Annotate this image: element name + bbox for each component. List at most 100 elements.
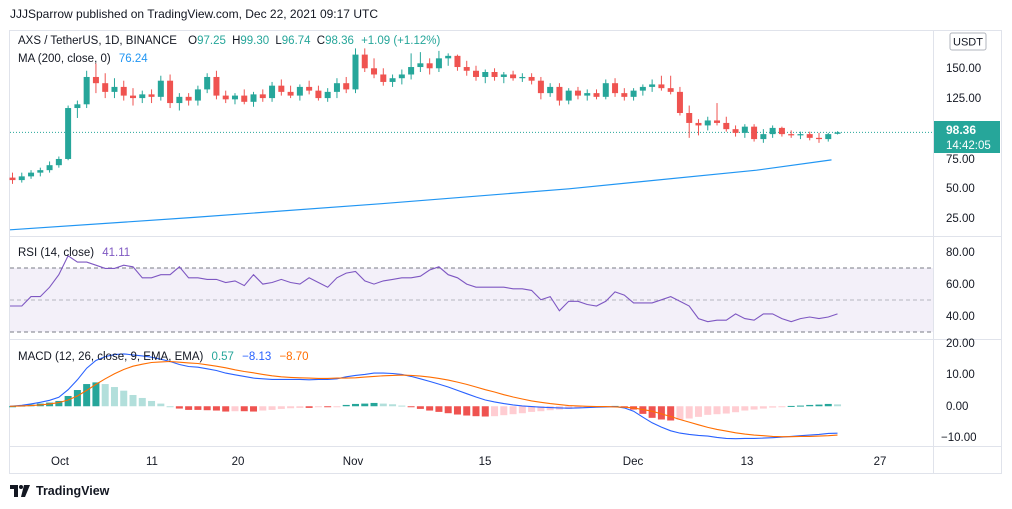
candle-body [28,172,35,177]
tradingview-logo-icon [10,485,30,497]
footer-brand[interactable]: TradingView [10,484,109,498]
macd-histogram-bar [565,406,573,409]
macd-histogram-bar [444,406,452,414]
macd-histogram-bar [750,406,758,410]
candle-body [463,67,470,71]
candle-body [167,80,174,104]
chart-border [9,30,1002,474]
candle-body [139,94,146,99]
candle-body [639,86,646,91]
candle-body [380,74,387,82]
symbol-label: AXS / TetherUS, 1D, BINANCE [18,35,177,47]
candle-body [269,85,276,99]
macd-histogram-bar [101,384,109,407]
candle-body [361,54,368,69]
currency-badge[interactable] [949,32,987,51]
candle-body [537,80,544,94]
candle-body [825,134,832,140]
signal-line [9,360,838,438]
close-value: 98.36 [325,35,354,47]
last-price-value: 98.36 [946,123,976,137]
time-tick-13: 13 [741,456,754,468]
macd-histogram-bar [416,406,424,409]
candle-body [445,55,452,59]
macd-histogram-bar [73,390,81,407]
candle-body [46,165,53,171]
macd-histogram-bar [83,384,91,407]
time-tick-nov: Nov [343,456,364,468]
candle-body [65,108,72,159]
macd-histogram-bar [574,406,582,409]
candle-body [111,86,118,92]
brand-name: TradingView [36,484,110,498]
candle-body [612,83,619,94]
macd-histogram-bar [240,406,248,412]
candle-body [778,127,785,135]
macd-histogram-bar [667,406,675,421]
macd-histogram-bar [815,404,823,407]
macd-histogram-bar [453,406,461,415]
time-tick-20: 20 [232,456,245,468]
candle-body [389,78,396,82]
macd-histogram-bar [481,406,489,417]
macd-histogram-bar [435,406,443,412]
candle-body [371,68,378,75]
macd-histogram-bar [277,406,285,409]
macd-histogram-bar [296,406,304,408]
time-tick-27: 27 [874,456,887,468]
candle-body [695,122,702,126]
macd-histogram-bar [676,406,684,420]
candle-body [676,91,683,113]
candle-body [296,86,303,96]
candle-body [213,76,220,96]
price-tick-25: 25.00 [946,213,975,225]
macd-axis[interactable]: 20.00 10.00 0.00 −10.00 [941,338,977,444]
price-axis[interactable]: 150.00 USDT 150.00 125.00 75.00 50.00 25… [934,32,1000,225]
candle-body [222,95,229,100]
last-price-badge [934,121,1000,153]
time-axis[interactable]: Oct 11 20 Nov 15 Dec 13 27 [51,456,886,468]
low-value: 96.74 [282,35,311,47]
rsi-axis[interactable]: 80.00 60.00 40.00 [946,247,975,323]
macd-histogram-bar [732,406,740,413]
high-value: 99.30 [240,35,269,47]
ma-value: 76.24 [119,53,148,65]
candle-body [602,83,609,97]
candle-body [333,83,340,92]
candle-body [454,55,461,68]
macd-histogram-bar [741,406,749,411]
candle-body [714,120,721,123]
candle-body [500,74,507,77]
macd-histogram-bar [55,400,63,407]
candle-body [204,76,211,90]
macd-value: −8.13 [242,351,271,363]
currency-label: USDT [953,37,983,49]
candle-body [649,84,656,87]
candle-body [259,94,266,99]
price-tick-75: 75.00 [946,154,975,166]
candle-body [565,90,572,101]
publisher-line: JJJSparrow published on TradingView.com,… [10,7,378,21]
chart-canvas[interactable]: AXS / TetherUS, 1D, BINANCE O97.25 H99.3… [0,28,1012,480]
candle-body [157,80,164,97]
time-tick-11: 11 [146,456,158,468]
ma-layer [9,159,832,231]
candle-body [584,93,591,96]
change-value: +1.09 (+1.12%) [361,35,440,47]
candle-body [352,54,359,90]
macd-histogram-bar [185,406,193,410]
candle-body [9,177,16,181]
macd-histogram-bar [287,406,295,409]
macd-histogram-bar [759,406,767,409]
macd-histogram-bar [824,403,832,407]
rsi-tick-80: 80.00 [946,247,975,259]
macd-histogram-bar [333,406,341,408]
candle-body [176,96,183,104]
candle-body [83,76,90,105]
macd-tick-20: 20.00 [946,338,975,350]
candle-body [74,104,81,109]
macd-histogram-bar [778,406,786,408]
macd-histogram-bar [351,403,359,407]
candle-body [751,126,758,140]
macd-histogram-layer [9,382,842,421]
